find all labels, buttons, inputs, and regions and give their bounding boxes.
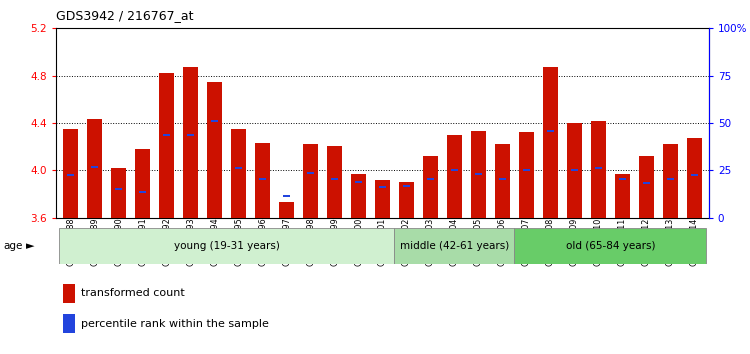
Bar: [351, 174, 366, 218]
Bar: [91, 166, 98, 168]
Bar: [447, 135, 462, 218]
Bar: [590, 121, 606, 218]
Bar: [499, 178, 506, 180]
Bar: [614, 174, 630, 218]
Bar: [63, 129, 79, 218]
Bar: [331, 178, 338, 180]
Bar: [662, 144, 678, 218]
Bar: [63, 284, 74, 303]
Text: middle (42-61 years): middle (42-61 years): [400, 241, 509, 251]
Bar: [547, 130, 554, 132]
Bar: [303, 144, 318, 218]
Bar: [327, 145, 342, 218]
Bar: [279, 202, 294, 218]
Bar: [159, 73, 175, 218]
Bar: [514, 228, 706, 264]
Text: young (19-31 years): young (19-31 years): [174, 241, 280, 251]
Bar: [115, 188, 122, 190]
Bar: [163, 134, 170, 136]
Text: age: age: [4, 241, 23, 251]
Bar: [255, 143, 270, 218]
Text: old (65-84 years): old (65-84 years): [566, 241, 656, 251]
Text: transformed count: transformed count: [81, 288, 184, 298]
Bar: [259, 178, 266, 180]
Text: GDS3942 / 216767_at: GDS3942 / 216767_at: [56, 9, 194, 22]
Bar: [571, 169, 578, 171]
Bar: [355, 181, 362, 183]
Bar: [183, 67, 199, 218]
Bar: [543, 67, 558, 218]
Bar: [139, 190, 146, 193]
Bar: [643, 182, 650, 184]
Bar: [379, 186, 386, 188]
Bar: [423, 156, 438, 218]
Bar: [427, 178, 434, 180]
Bar: [475, 173, 482, 175]
Bar: [619, 178, 626, 180]
Bar: [135, 149, 151, 218]
Bar: [68, 174, 74, 176]
Bar: [638, 156, 654, 218]
Bar: [211, 120, 218, 122]
Bar: [519, 132, 534, 218]
Bar: [231, 129, 246, 218]
Bar: [667, 178, 674, 180]
Bar: [403, 185, 410, 187]
Bar: [58, 228, 394, 264]
Bar: [207, 81, 222, 218]
Bar: [595, 167, 602, 169]
Bar: [451, 169, 458, 171]
Bar: [283, 195, 290, 198]
Bar: [375, 180, 390, 218]
Bar: [87, 119, 103, 218]
Bar: [63, 314, 74, 333]
Bar: [686, 138, 702, 218]
Bar: [235, 167, 242, 169]
Bar: [399, 182, 414, 218]
Bar: [111, 168, 127, 218]
Bar: [523, 169, 530, 171]
Text: percentile rank within the sample: percentile rank within the sample: [81, 319, 269, 329]
Bar: [187, 134, 194, 136]
Bar: [495, 144, 510, 218]
Bar: [307, 172, 314, 174]
Bar: [691, 174, 698, 176]
Bar: [566, 123, 582, 218]
Bar: [394, 228, 514, 264]
Bar: [471, 131, 486, 218]
Text: ►: ►: [26, 241, 34, 251]
